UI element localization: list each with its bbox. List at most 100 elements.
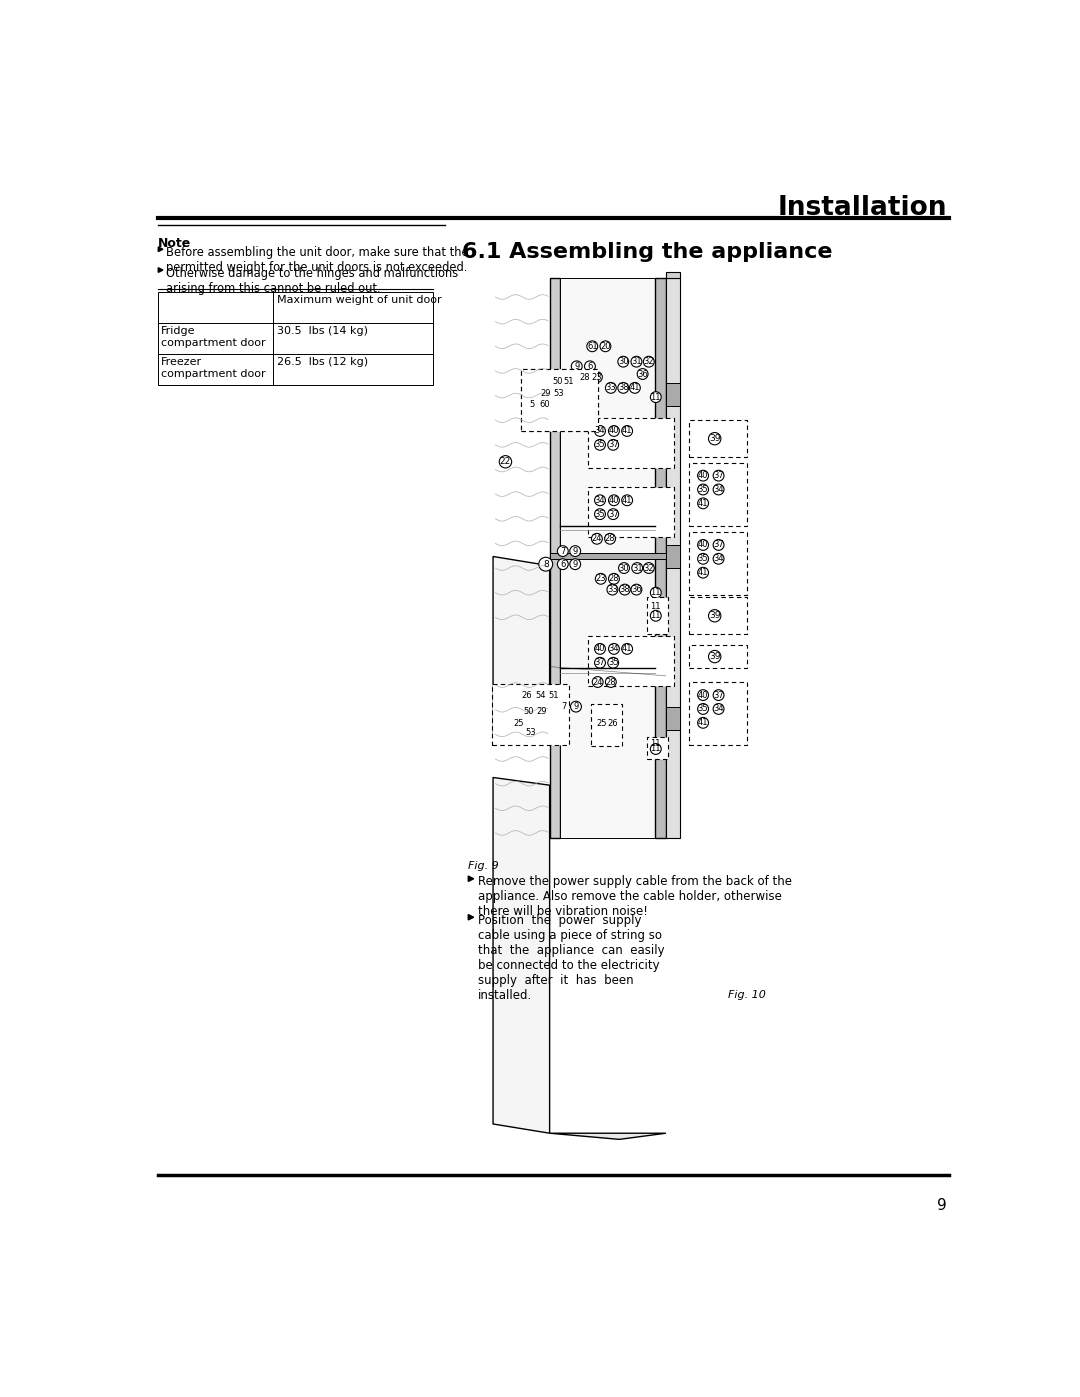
Text: Otherwise damage to the hinges and malfunctions
arising from this cannot be rule: Otherwise damage to the hinges and malfu… bbox=[166, 267, 458, 295]
Polygon shape bbox=[550, 1133, 666, 1140]
Text: Before assembling the unit door, make sure that the
permitted weight for the uni: Before assembling the unit door, make su… bbox=[166, 246, 469, 274]
Circle shape bbox=[557, 546, 568, 556]
Text: 28: 28 bbox=[606, 678, 617, 686]
Text: 41: 41 bbox=[622, 496, 633, 504]
Text: 34: 34 bbox=[713, 704, 724, 714]
Bar bbox=[550, 553, 666, 559]
Text: 37: 37 bbox=[713, 471, 724, 481]
Text: 41: 41 bbox=[622, 426, 633, 436]
Text: Fig. 10: Fig. 10 bbox=[728, 990, 766, 1000]
Text: 33: 33 bbox=[607, 585, 618, 594]
Circle shape bbox=[607, 584, 618, 595]
Polygon shape bbox=[494, 556, 550, 745]
Text: 11: 11 bbox=[650, 393, 661, 401]
Circle shape bbox=[595, 573, 606, 584]
Text: 38: 38 bbox=[620, 585, 630, 594]
Circle shape bbox=[586, 341, 597, 352]
Text: 11: 11 bbox=[650, 612, 661, 620]
Text: 40: 40 bbox=[595, 644, 605, 654]
Text: 40: 40 bbox=[698, 690, 708, 700]
Text: 53: 53 bbox=[526, 728, 537, 738]
Text: 60: 60 bbox=[539, 401, 550, 409]
Text: 37: 37 bbox=[595, 658, 606, 668]
Circle shape bbox=[622, 644, 633, 654]
Circle shape bbox=[713, 553, 724, 564]
Text: 38: 38 bbox=[618, 383, 629, 393]
Circle shape bbox=[570, 546, 581, 556]
Text: 41: 41 bbox=[630, 383, 640, 393]
Circle shape bbox=[499, 455, 512, 468]
Text: 37: 37 bbox=[608, 440, 619, 450]
Circle shape bbox=[579, 372, 590, 383]
Circle shape bbox=[619, 584, 631, 595]
Text: 9: 9 bbox=[937, 1199, 947, 1213]
Circle shape bbox=[637, 369, 648, 380]
Circle shape bbox=[713, 471, 724, 481]
Bar bbox=[689, 532, 747, 595]
Text: 34: 34 bbox=[713, 555, 724, 563]
Circle shape bbox=[537, 705, 548, 717]
Text: Position  the  power  supply
cable using a piece of string so
that  the  applian: Position the power supply cable using a … bbox=[477, 914, 664, 1002]
Circle shape bbox=[708, 609, 721, 622]
Text: 28: 28 bbox=[609, 574, 619, 584]
Text: 35: 35 bbox=[608, 658, 619, 668]
Circle shape bbox=[521, 690, 531, 701]
Text: 6: 6 bbox=[588, 362, 593, 370]
Text: 28: 28 bbox=[605, 534, 616, 543]
Text: 26: 26 bbox=[608, 719, 619, 728]
Circle shape bbox=[595, 440, 606, 450]
Text: 50: 50 bbox=[524, 707, 534, 715]
Bar bbox=[647, 738, 669, 759]
Circle shape bbox=[608, 658, 619, 668]
Text: 40: 40 bbox=[609, 426, 619, 436]
Text: 36: 36 bbox=[637, 369, 648, 379]
Circle shape bbox=[713, 485, 724, 495]
Circle shape bbox=[698, 539, 708, 550]
Text: 24: 24 bbox=[592, 534, 603, 543]
Text: 31: 31 bbox=[631, 358, 642, 366]
Circle shape bbox=[570, 559, 581, 570]
Circle shape bbox=[698, 553, 708, 564]
Circle shape bbox=[554, 388, 565, 398]
Text: 7: 7 bbox=[561, 703, 566, 711]
Circle shape bbox=[540, 388, 551, 398]
Bar bbox=[689, 462, 747, 525]
Text: Freezer
compartment door: Freezer compartment door bbox=[161, 358, 266, 379]
Text: 34: 34 bbox=[595, 426, 605, 436]
Circle shape bbox=[698, 704, 708, 714]
Text: 30: 30 bbox=[619, 563, 630, 573]
Bar bbox=[521, 369, 598, 432]
Circle shape bbox=[608, 509, 619, 520]
Circle shape bbox=[708, 651, 721, 662]
Circle shape bbox=[713, 690, 724, 700]
Circle shape bbox=[539, 557, 553, 571]
Text: 39: 39 bbox=[708, 612, 720, 620]
Text: 39: 39 bbox=[708, 434, 720, 443]
Circle shape bbox=[631, 356, 642, 367]
Text: Fig. 9: Fig. 9 bbox=[469, 861, 499, 870]
Bar bbox=[666, 278, 679, 838]
Text: 9: 9 bbox=[572, 560, 578, 569]
Text: 32: 32 bbox=[644, 563, 654, 573]
Circle shape bbox=[713, 704, 724, 714]
Text: 31: 31 bbox=[632, 563, 643, 573]
Bar bbox=[689, 645, 747, 668]
Text: 9: 9 bbox=[575, 362, 579, 370]
Circle shape bbox=[708, 433, 721, 444]
Text: 34: 34 bbox=[595, 496, 605, 504]
Text: 40: 40 bbox=[698, 471, 708, 481]
Bar bbox=[550, 278, 561, 838]
Text: 29: 29 bbox=[540, 388, 551, 398]
Text: 26.5  lbs (12 kg): 26.5 lbs (12 kg) bbox=[276, 358, 368, 367]
Circle shape bbox=[605, 534, 616, 545]
Text: 35: 35 bbox=[595, 440, 605, 450]
Circle shape bbox=[698, 718, 708, 728]
Circle shape bbox=[631, 584, 642, 595]
Text: 32: 32 bbox=[644, 358, 654, 366]
Circle shape bbox=[644, 563, 654, 573]
Bar bbox=[689, 598, 747, 634]
Text: 26: 26 bbox=[521, 692, 531, 700]
Text: Remove the power supply cable from the back of the
appliance. Also remove the ca: Remove the power supply cable from the b… bbox=[477, 876, 792, 918]
Text: 41: 41 bbox=[622, 644, 633, 654]
Polygon shape bbox=[159, 247, 163, 251]
